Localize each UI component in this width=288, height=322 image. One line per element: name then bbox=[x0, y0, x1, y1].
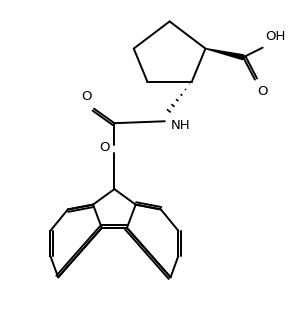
Text: NH: NH bbox=[170, 119, 190, 132]
Text: O: O bbox=[257, 85, 267, 99]
Polygon shape bbox=[205, 49, 244, 60]
Text: O: O bbox=[81, 90, 92, 103]
Text: OH: OH bbox=[266, 30, 286, 43]
Text: O: O bbox=[99, 141, 110, 154]
